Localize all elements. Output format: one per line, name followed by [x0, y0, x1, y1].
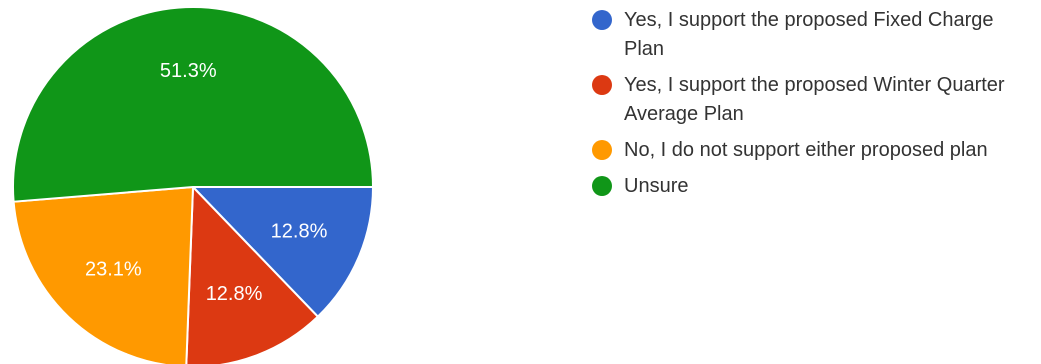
pie-slice-winter-quarter[interactable] — [185, 184, 320, 364]
legend-item-no-support[interactable]: No, I do not support either proposed pla… — [592, 136, 1037, 165]
legend-swatch-winter-quarter — [592, 75, 612, 95]
legend-swatch-fixed-charge — [592, 10, 612, 30]
legend-item-unsure[interactable]: Unsure — [592, 172, 1037, 201]
slice-label-winter-quarter: 12.8% — [206, 283, 263, 305]
legend-item-winter-quarter[interactable]: Yes, I support the proposed Winter Quart… — [592, 71, 1037, 129]
legend-swatch-unsure — [592, 176, 612, 196]
legend-label-winter-quarter: Yes, I support the proposed Winter Quart… — [624, 74, 1005, 125]
pie-labels: 12.8% 12.8% 23.1% 51.3% — [85, 60, 328, 305]
chart-legend: Yes, I support the proposed Fixed Charge… — [592, 6, 1037, 208]
slice-label-no-support: 23.1% — [85, 259, 142, 281]
pie-slice-no-support[interactable] — [12, 185, 195, 364]
slice-label-unsure: 51.3% — [160, 60, 217, 82]
pie-slices — [12, 6, 375, 364]
legend-label-no-support: No, I do not support either proposed pla… — [624, 139, 988, 161]
pie-slice-unsure[interactable] — [12, 6, 375, 203]
slice-label-fixed-charge: 12.8% — [271, 220, 328, 242]
legend-label-unsure: Unsure — [624, 175, 689, 197]
pie-slice-fixed-charge[interactable] — [190, 186, 375, 319]
legend-label-fixed-charge: Yes, I support the proposed Fixed Charge… — [624, 9, 994, 60]
legend-swatch-no-support — [592, 140, 612, 160]
legend-item-fixed-charge[interactable]: Yes, I support the proposed Fixed Charge… — [592, 6, 1037, 64]
